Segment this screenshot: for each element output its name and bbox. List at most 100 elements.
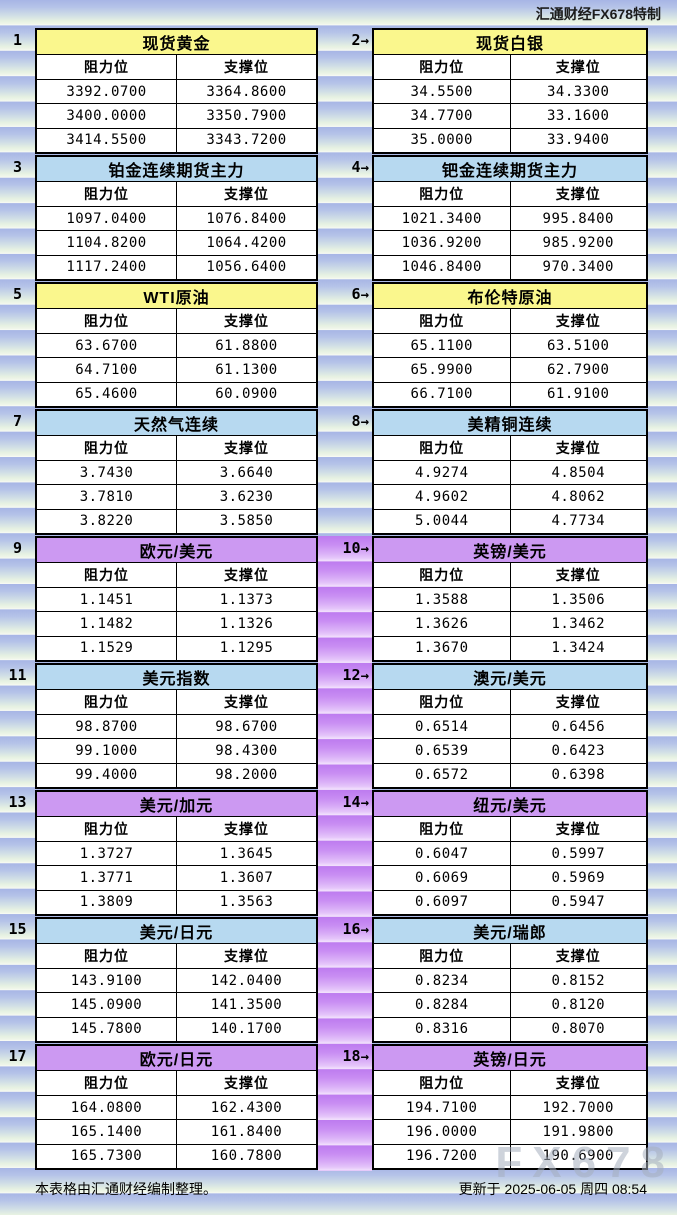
table-row: 3414.5500 3343.7200 [37, 128, 316, 152]
resistance-value: 0.6539 [374, 739, 511, 763]
resistance-value: 3414.5500 [37, 128, 177, 152]
table-header-row: 阻力位 支撑位 [37, 1071, 316, 1096]
resistance-value: 1.3588 [374, 588, 511, 612]
table-header-row: 阻力位 支撑位 [37, 563, 316, 588]
right-margin [648, 282, 677, 409]
row-number-left-label: 5 [12, 285, 23, 303]
resistance-value: 1.3626 [374, 612, 511, 636]
right-margin [648, 917, 677, 1044]
support-header: 支撑位 [555, 694, 601, 710]
levels-table-left: 美元/加元 阻力位 支撑位 1.3727 1.3645 1.3771 1.360… [35, 790, 318, 916]
resistance-value: 1.1529 [37, 636, 177, 660]
resistance-value: 3392.0700 [37, 80, 177, 104]
resistance-header: 阻力位 [37, 1071, 177, 1095]
support-value: 1.1326 [219, 615, 274, 632]
row-number-right: 14→ [318, 790, 372, 917]
row-number-right-label: 16 [342, 920, 361, 938]
table-row: 1117.2400 1056.6400 [37, 255, 316, 279]
support-value: 3.5850 [219, 513, 274, 530]
row-number-right: 12→ [318, 663, 372, 790]
support-header: 支撑位 [224, 440, 269, 456]
support-header: 支撑位 [224, 694, 269, 710]
right-margin [648, 790, 677, 917]
table-row: 35.0000 33.9400 [374, 128, 646, 152]
resistance-header: 阻力位 [374, 1071, 511, 1095]
table-title: 澳元/美元 [374, 665, 646, 690]
table-header-row: 阻力位 支撑位 [374, 563, 646, 588]
table-row: 3400.0000 3350.7900 [37, 104, 316, 129]
row-number-right-label: 6 [351, 285, 361, 303]
band-row: 17 欧元/日元 阻力位 支撑位 164.0800 162.4300 165.1… [0, 1044, 677, 1171]
resistance-value: 4.9274 [374, 461, 511, 485]
table-row: 145.0900 141.3500 [37, 993, 316, 1018]
support-header: 支撑位 [555, 313, 601, 329]
table-row: 1097.0400 1076.8400 [37, 207, 316, 232]
levels-table-right: 钯金连续期货主力 阻力位 支撑位 1021.3400 995.8400 1036… [372, 155, 648, 281]
table-row: 1.1529 1.1295 [37, 636, 316, 660]
row-number-right-label: 12 [342, 666, 361, 684]
footer: 本表格由汇通财经编制整理。 更新于 2025-06-05 周四 08:54 [0, 1171, 677, 1215]
table-title: 钯金连续期货主力 [374, 157, 646, 182]
support-value: 33.1600 [546, 107, 610, 124]
table-row: 1.3626 1.3462 [374, 612, 646, 637]
table-row: 165.1400 161.8400 [37, 1120, 316, 1145]
row-number-right: 4→ [318, 155, 372, 282]
resistance-value: 34.7700 [374, 104, 511, 128]
levels-table-right: 现货白银 阻力位 支撑位 34.5500 34.3300 34.7700 33.… [372, 28, 648, 154]
support-value: 61.8800 [215, 337, 278, 354]
levels-table-left: 美元/日元 阻力位 支撑位 143.9100 142.0400 145.0900… [35, 917, 318, 1043]
table-header-row: 阻力位 支撑位 [37, 944, 316, 969]
row-number-left: 11 [0, 663, 35, 790]
row-number-right-label: 14 [342, 793, 361, 811]
resistance-value: 196.7200 [374, 1144, 511, 1168]
table-row: 165.7300 160.7800 [37, 1144, 316, 1168]
table-header-row: 阻力位 支撑位 [37, 55, 316, 80]
right-margin [648, 409, 677, 536]
resistance-value: 66.7100 [374, 382, 511, 406]
row-number-left: 3 [0, 155, 35, 282]
band-row: 3 铂金连续期货主力 阻力位 支撑位 1097.0400 1076.8400 1… [0, 155, 677, 282]
table-row: 99.4000 98.2000 [37, 763, 316, 787]
support-value: 995.8400 [542, 210, 614, 227]
table-header-row: 阻力位 支撑位 [37, 690, 316, 715]
resistance-header: 阻力位 [374, 944, 511, 968]
row-number-right-label: 10 [342, 539, 361, 557]
table-header-row: 阻力位 支撑位 [37, 436, 316, 461]
support-value: 0.5947 [551, 894, 606, 911]
table-header-row: 阻力位 支撑位 [37, 182, 316, 207]
row-number-right-label: 2 [351, 31, 361, 49]
table-row: 0.6539 0.6423 [374, 739, 646, 764]
support-value: 98.2000 [215, 767, 278, 784]
support-value: 1.1295 [219, 640, 274, 657]
table-title: 欧元/美元 [37, 538, 316, 563]
table-title: 天然气连续 [37, 411, 316, 436]
row-number-left: 15 [0, 917, 35, 1044]
resistance-value: 99.4000 [37, 763, 177, 787]
resistance-header: 阻力位 [37, 944, 177, 968]
support-value: 33.9400 [546, 132, 610, 149]
row-number-left: 1 [0, 28, 35, 155]
support-value: 1.3424 [551, 640, 606, 657]
support-value: 1.3645 [219, 845, 274, 862]
support-value: 162.4300 [210, 1099, 283, 1116]
support-value: 4.8062 [551, 488, 606, 505]
levels-table-left: 欧元/美元 阻力位 支撑位 1.1451 1.1373 1.1482 1.132… [35, 536, 318, 662]
resistance-value: 64.7100 [37, 358, 177, 382]
resistance-header: 阻力位 [37, 55, 177, 79]
right-margin [648, 28, 677, 155]
resistance-value: 35.0000 [374, 128, 511, 152]
support-value: 1.3563 [219, 894, 274, 911]
resistance-value: 1.3727 [37, 842, 177, 866]
support-value: 192.7000 [542, 1099, 614, 1116]
table-row: 0.6069 0.5969 [374, 866, 646, 891]
row-number-left-label: 7 [12, 412, 23, 430]
resistance-value: 1097.0400 [37, 207, 177, 231]
arrow-right-icon: → [360, 922, 369, 938]
support-value: 1.3607 [219, 869, 274, 886]
footer-note: 本表格由汇通财经编制整理。 [35, 1181, 217, 1197]
right-margin [648, 155, 677, 282]
table-row: 0.6097 0.5947 [374, 890, 646, 914]
levels-table-left: 现货黄金 阻力位 支撑位 3392.0700 3364.8600 3400.00… [35, 28, 318, 154]
table-header-row: 阻力位 支撑位 [374, 817, 646, 842]
row-number-left: 5 [0, 282, 35, 409]
